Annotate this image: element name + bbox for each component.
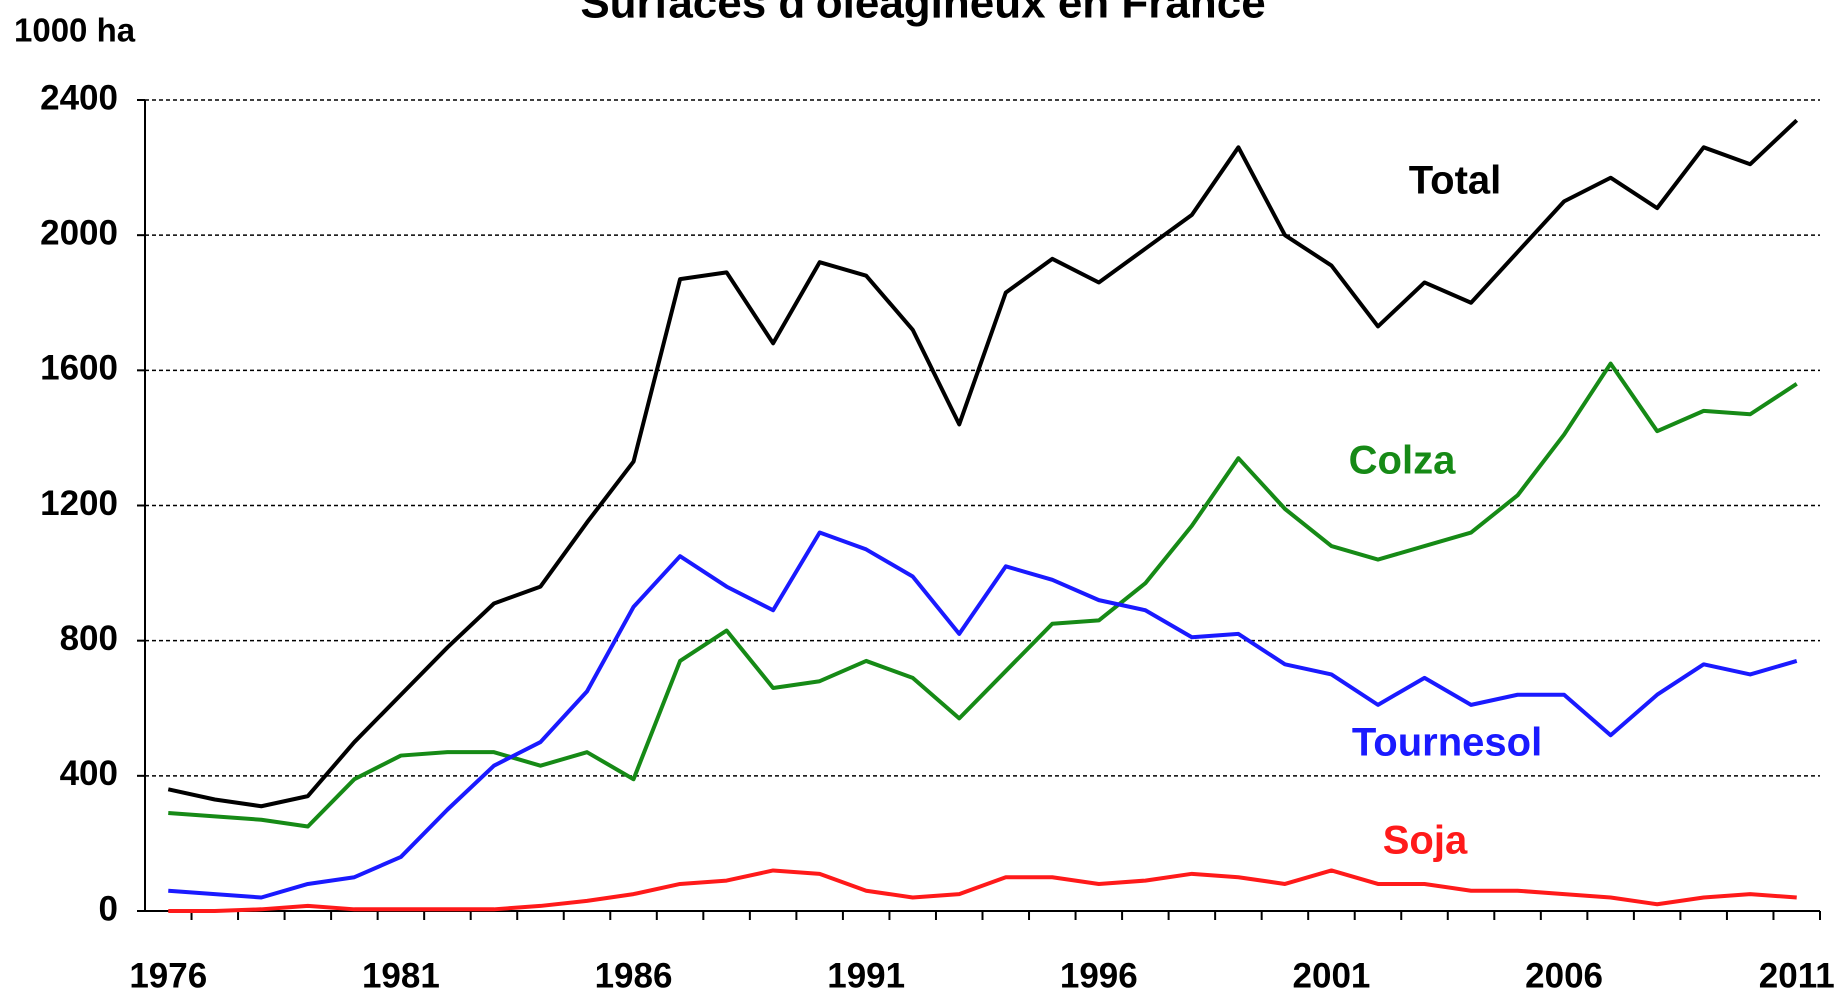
x-tick-label: 1991 xyxy=(827,956,905,995)
x-tick-label: 2001 xyxy=(1293,956,1371,995)
series-line xyxy=(167,118,1799,809)
x-tick-label: 1996 xyxy=(1060,956,1138,995)
x-tick-label: 2006 xyxy=(1525,956,1603,995)
y-tick-label: 2000 xyxy=(40,213,118,252)
series-line xyxy=(168,868,1797,913)
x-tick-label: 1986 xyxy=(595,956,673,995)
y-tick-label: 1200 xyxy=(40,484,118,523)
chart-title: Surfaces d'oléagineux en France xyxy=(580,0,1265,28)
y-tick-label: 400 xyxy=(60,754,118,793)
y-tick-label: 1600 xyxy=(40,349,118,388)
series-line xyxy=(168,530,1798,900)
x-tick-label: 2011 xyxy=(1759,956,1835,995)
y-tick-label: 800 xyxy=(60,619,118,658)
series-label: Colza xyxy=(1349,439,1456,483)
x-tick-label: 1976 xyxy=(129,956,207,995)
y-tick-label: 0 xyxy=(99,889,118,928)
series-line xyxy=(168,361,1798,829)
series-label: Soja xyxy=(1383,819,1468,863)
series-label: Total xyxy=(1409,159,1502,203)
y-tick-label: 2400 xyxy=(40,78,118,117)
y-axis-label: 1000 ha xyxy=(14,12,136,49)
x-tick-label: 1981 xyxy=(362,956,440,995)
series-label: Tournesol xyxy=(1352,721,1542,765)
